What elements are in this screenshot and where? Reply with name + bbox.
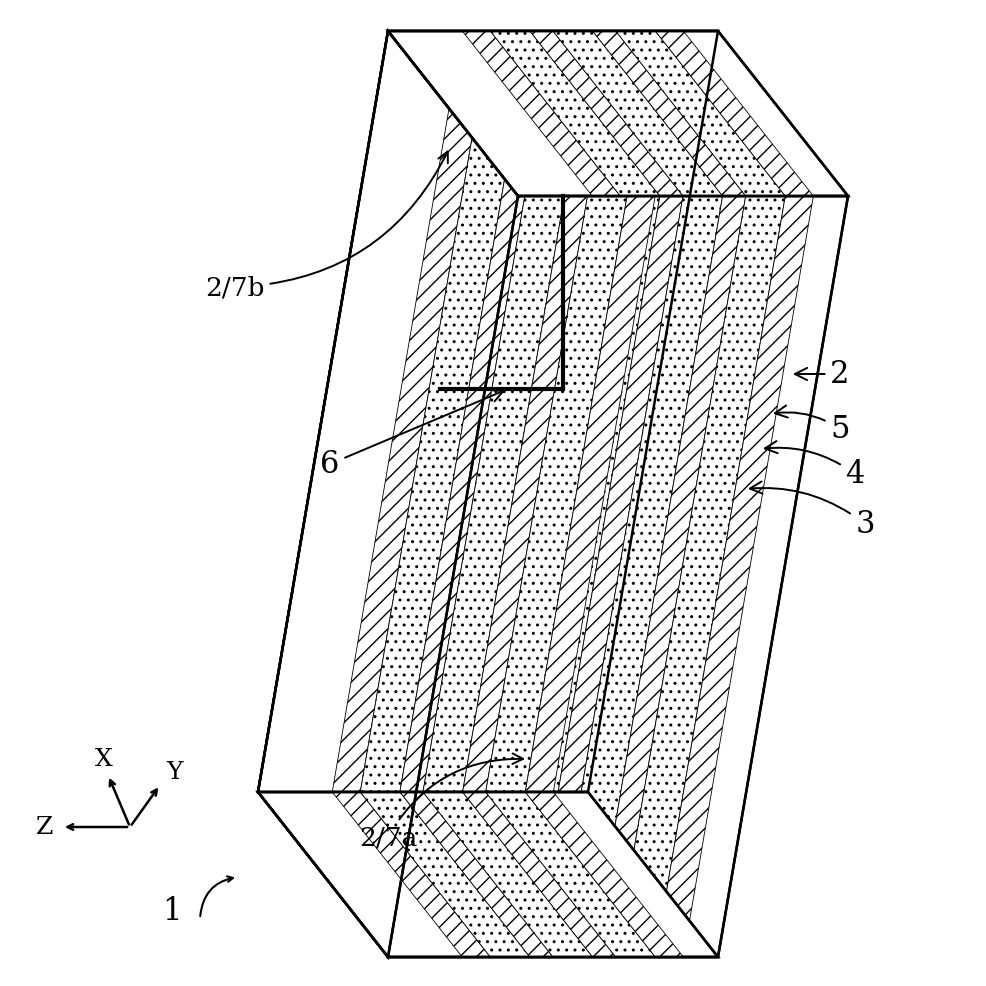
Polygon shape	[461, 32, 619, 197]
Polygon shape	[485, 32, 655, 792]
Polygon shape	[529, 32, 682, 197]
Polygon shape	[360, 32, 529, 792]
Polygon shape	[525, 792, 682, 957]
Polygon shape	[490, 197, 660, 957]
Polygon shape	[387, 32, 847, 197]
Polygon shape	[461, 197, 619, 957]
Polygon shape	[592, 197, 745, 957]
Polygon shape	[485, 792, 655, 957]
Polygon shape	[615, 197, 785, 957]
Polygon shape	[655, 197, 812, 957]
Polygon shape	[257, 32, 518, 957]
Polygon shape	[615, 32, 785, 197]
Polygon shape	[332, 792, 490, 957]
Text: Y: Y	[167, 761, 183, 784]
Polygon shape	[399, 32, 552, 792]
Text: 6: 6	[320, 390, 503, 480]
Polygon shape	[552, 197, 722, 957]
Text: 2: 2	[794, 359, 849, 390]
Text: X: X	[95, 747, 112, 771]
Polygon shape	[529, 197, 682, 957]
Polygon shape	[655, 32, 812, 197]
Polygon shape	[257, 792, 717, 957]
Polygon shape	[360, 792, 529, 957]
Polygon shape	[257, 32, 717, 792]
Text: 1: 1	[162, 895, 181, 927]
Polygon shape	[399, 792, 552, 957]
Polygon shape	[490, 32, 660, 197]
Text: 2/7a: 2/7a	[359, 753, 523, 850]
Polygon shape	[423, 792, 592, 957]
Polygon shape	[332, 32, 490, 792]
Polygon shape	[387, 197, 847, 957]
Polygon shape	[592, 32, 745, 197]
Text: 3: 3	[749, 482, 874, 540]
Text: 5: 5	[774, 406, 849, 445]
Polygon shape	[552, 32, 722, 197]
Polygon shape	[525, 32, 682, 792]
Polygon shape	[462, 32, 615, 792]
Text: Z: Z	[36, 815, 53, 839]
Polygon shape	[423, 32, 592, 792]
Text: 4: 4	[764, 442, 864, 490]
Text: 2/7b: 2/7b	[205, 152, 448, 300]
Polygon shape	[462, 792, 615, 957]
